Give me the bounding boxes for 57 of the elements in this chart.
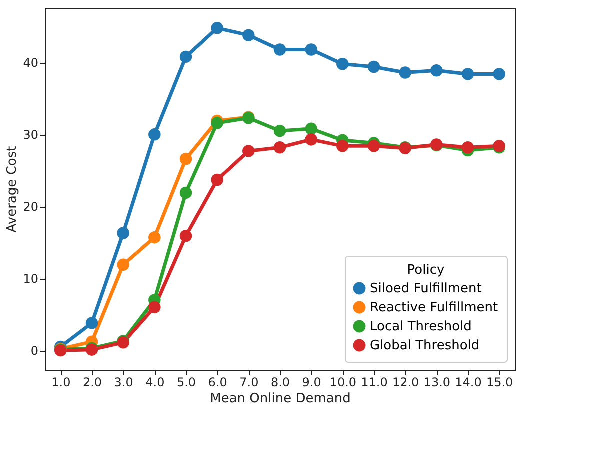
- x-tick-label: 8.0: [270, 376, 290, 390]
- x-tick-label: 15.0: [486, 376, 514, 390]
- x-tick-label: 6.0: [208, 376, 228, 390]
- x-tick-label: 14.0: [455, 376, 482, 390]
- point: [493, 68, 506, 80]
- point: [180, 230, 192, 242]
- point: [117, 258, 130, 272]
- y-tick-label: 10: [23, 272, 38, 286]
- x-tick-label: 9.0: [302, 376, 322, 390]
- point: [211, 174, 224, 186]
- point: [148, 128, 161, 141]
- point: [462, 68, 474, 80]
- x-axis-title: Mean Online Demand: [210, 392, 351, 406]
- point: [399, 66, 412, 79]
- x-tick-label: 2.0: [82, 376, 102, 390]
- point: [274, 142, 286, 154]
- y-tick-label: 0: [30, 344, 38, 358]
- point: [242, 145, 255, 158]
- x-tick-label: 11.0: [361, 376, 388, 390]
- point: [336, 58, 349, 70]
- point: [148, 231, 161, 244]
- x-tick-label: 10.0: [330, 376, 357, 390]
- point: [211, 22, 224, 34]
- y-tick-label: 30: [23, 128, 38, 142]
- x-tick-label: 4.0: [146, 376, 165, 390]
- y-tick-label: 20: [23, 200, 38, 214]
- point: [368, 60, 380, 74]
- point: [462, 142, 474, 154]
- legend-label: Global Threshold: [370, 338, 480, 354]
- point: [148, 301, 161, 314]
- x-tick-label: 1.0: [52, 376, 71, 390]
- x-tick-label: 13.0: [424, 376, 451, 390]
- x-tick-label: 5.0: [176, 376, 196, 390]
- point: [274, 44, 286, 56]
- point: [180, 153, 192, 166]
- point: [117, 227, 130, 240]
- point: [305, 122, 318, 136]
- point: [305, 134, 318, 146]
- legend-label: Siloed Fulfillment: [370, 282, 482, 296]
- legend-label: Local Threshold: [370, 320, 472, 334]
- x-tick-label: 3.0: [114, 376, 134, 390]
- point: [368, 140, 380, 152]
- y-tick-label: 40: [23, 56, 38, 70]
- point: [180, 50, 192, 64]
- point: [305, 44, 318, 56]
- y-axis-title: Average Cost: [5, 146, 20, 233]
- point: [211, 117, 224, 130]
- legend-title: Policy: [407, 263, 445, 278]
- point: [336, 140, 349, 152]
- x-tick-label: 7.0: [240, 376, 259, 390]
- point: [86, 317, 98, 330]
- point: [274, 124, 286, 138]
- point: [430, 64, 443, 77]
- legend-label: Reactive Fulfillment: [370, 300, 498, 316]
- point: [180, 186, 192, 200]
- x-tick-label: 12.0: [392, 376, 420, 390]
- point: [242, 29, 255, 42]
